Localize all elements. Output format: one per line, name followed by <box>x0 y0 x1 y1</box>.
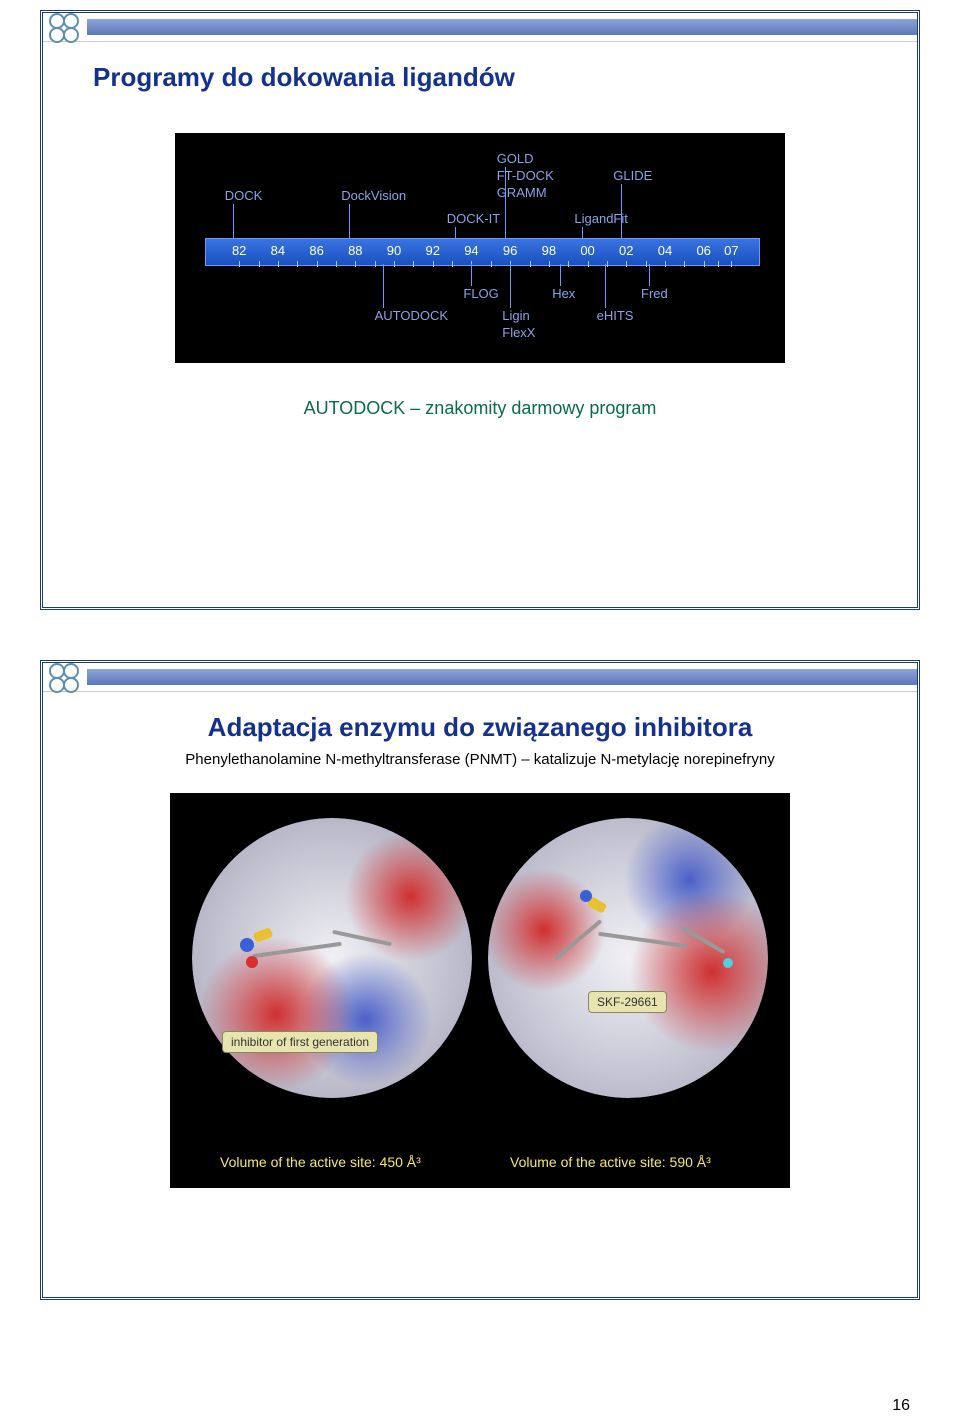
header-gradient-bar <box>87 19 917 35</box>
timeline-tick: 96 <box>503 243 517 258</box>
timeline-connector <box>349 204 350 238</box>
timeline-tick: 86 <box>309 243 323 258</box>
slide-1: Programy do dokowania ligandów 82 84 86 88 9… <box>40 10 920 610</box>
volume-right: Volume of the active site: 590 Å³ <box>510 1154 711 1170</box>
volume-left: Volume of the active site: 450 Å³ <box>220 1154 421 1170</box>
timeline-connector <box>649 264 650 286</box>
logo-icon <box>45 14 83 40</box>
timeline-tick: 98 <box>542 243 556 258</box>
page-number: 16 <box>892 1397 910 1415</box>
timeline-program-label: FLOG <box>463 286 498 301</box>
binding-site-left <box>192 818 472 1098</box>
timeline-program-label: GRAMM <box>497 185 547 200</box>
timeline-program-label: GOLD <box>497 151 534 166</box>
slide-header <box>43 663 917 692</box>
timeline-connector <box>383 264 384 308</box>
timeline-tick: 04 <box>658 243 672 258</box>
tag-left: inhibitor of first generation <box>222 1031 378 1053</box>
timeline-program-label: DOCK-IT <box>447 211 500 226</box>
timeline-connector <box>560 264 561 286</box>
timeline-tick: 02 <box>619 243 633 258</box>
timeline-tick: 90 <box>387 243 401 258</box>
slide-2-subtitle: Phenylethanolamine N-methyltransferase (… <box>43 751 917 768</box>
timeline-program-label: Hex <box>552 286 575 301</box>
timeline-connector <box>510 264 511 308</box>
timeline-connector <box>233 204 234 238</box>
timeline-program-label: Fred <box>641 286 668 301</box>
timeline-connector <box>582 227 583 238</box>
timeline-tick: 00 <box>580 243 594 258</box>
timeline-connector <box>455 227 456 238</box>
timeline-program-label: DOCK <box>225 188 263 203</box>
timeline-program-label: Ligin <box>502 308 529 323</box>
timeline-program-label: FlexX <box>502 325 535 340</box>
timeline-program-label: DockVision <box>341 188 406 203</box>
timeline-program-label: eHITS <box>597 308 634 323</box>
timeline-axis: 82 84 86 88 90 92 94 96 98 00 02 04 06 07 <box>205 238 760 266</box>
slide-2-title: Adaptacja enzymu do związanego inhibitor… <box>43 712 917 743</box>
timeline-program-label: GLIDE <box>613 168 652 183</box>
timeline-tick: 07 <box>724 243 738 258</box>
timeline-program-label: LigandFit <box>574 211 627 226</box>
timeline-program-label: AUTODOCK <box>375 308 448 323</box>
timeline-chart: 82 84 86 88 90 92 94 96 98 00 02 04 06 07 DOCK DockVis… <box>175 133 785 363</box>
logo-icon <box>45 664 83 690</box>
timeline-connector <box>621 184 622 238</box>
binding-site-figure: inhibitor of first generation SKF-29661 … <box>170 793 790 1188</box>
timeline-tick: 84 <box>271 243 285 258</box>
timeline-connector <box>471 264 472 286</box>
timeline-tick: 92 <box>425 243 439 258</box>
header-gradient-bar <box>87 669 917 685</box>
timeline-connector <box>605 264 606 308</box>
slide-1-caption: AUTODOCK – znakomity darmowy program <box>43 398 917 419</box>
timeline-tick: 06 <box>696 243 710 258</box>
slide-2: Adaptacja enzymu do związanego inhibitor… <box>40 660 920 1300</box>
timeline-tick: 94 <box>464 243 478 258</box>
slide-1-title: Programy do dokowania ligandów <box>93 62 917 93</box>
binding-site-right <box>488 818 768 1098</box>
timeline-tick: 88 <box>348 243 362 258</box>
slide-header <box>43 13 917 42</box>
tag-right: SKF-29661 <box>588 991 667 1013</box>
timeline-program-label: FT-DOCK <box>497 168 554 183</box>
timeline-tick: 82 <box>232 243 246 258</box>
